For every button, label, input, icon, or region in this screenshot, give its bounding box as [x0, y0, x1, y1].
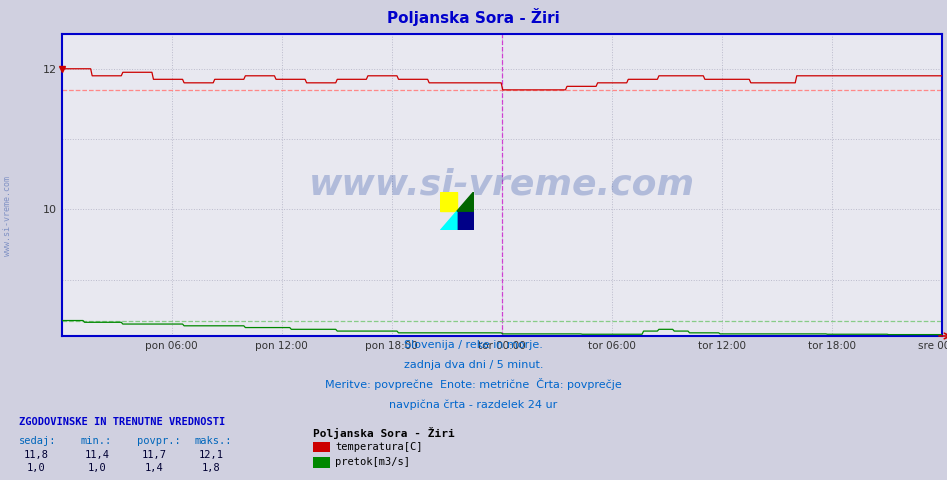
Text: 11,7: 11,7: [142, 450, 167, 460]
Text: Meritve: povprečne  Enote: metrične  Črta: povprečje: Meritve: povprečne Enote: metrične Črta:…: [325, 378, 622, 390]
Text: 1,4: 1,4: [145, 463, 164, 473]
Polygon shape: [457, 192, 474, 211]
Text: www.si-vreme.com: www.si-vreme.com: [3, 176, 12, 256]
Text: 1,0: 1,0: [88, 463, 107, 473]
Polygon shape: [440, 211, 457, 230]
Text: zadnja dva dni / 5 minut.: zadnja dva dni / 5 minut.: [403, 360, 544, 370]
Text: 11,4: 11,4: [85, 450, 110, 460]
Text: Slovenija / reke in morje.: Slovenija / reke in morje.: [404, 340, 543, 350]
Text: 11,8: 11,8: [24, 450, 48, 460]
Text: Poljanska Sora - Žiri: Poljanska Sora - Žiri: [387, 8, 560, 26]
Text: maks.:: maks.:: [194, 436, 232, 446]
Text: Poljanska Sora - Žiri: Poljanska Sora - Žiri: [313, 427, 455, 439]
Text: ZGODOVINSKE IN TRENUTNE VREDNOSTI: ZGODOVINSKE IN TRENUTNE VREDNOSTI: [19, 417, 225, 427]
Bar: [457, 211, 474, 230]
Bar: [440, 192, 457, 211]
Text: 12,1: 12,1: [199, 450, 223, 460]
Text: 1,0: 1,0: [27, 463, 45, 473]
Text: min.:: min.:: [80, 436, 112, 446]
Text: pretok[m3/s]: pretok[m3/s]: [335, 457, 410, 467]
Text: temperatura[C]: temperatura[C]: [335, 442, 422, 452]
Text: 1,8: 1,8: [202, 463, 221, 473]
Text: www.si-vreme.com: www.si-vreme.com: [309, 168, 695, 202]
Text: sedaj:: sedaj:: [19, 436, 57, 446]
Text: navpična črta - razdelek 24 ur: navpična črta - razdelek 24 ur: [389, 400, 558, 410]
Text: povpr.:: povpr.:: [137, 436, 181, 446]
